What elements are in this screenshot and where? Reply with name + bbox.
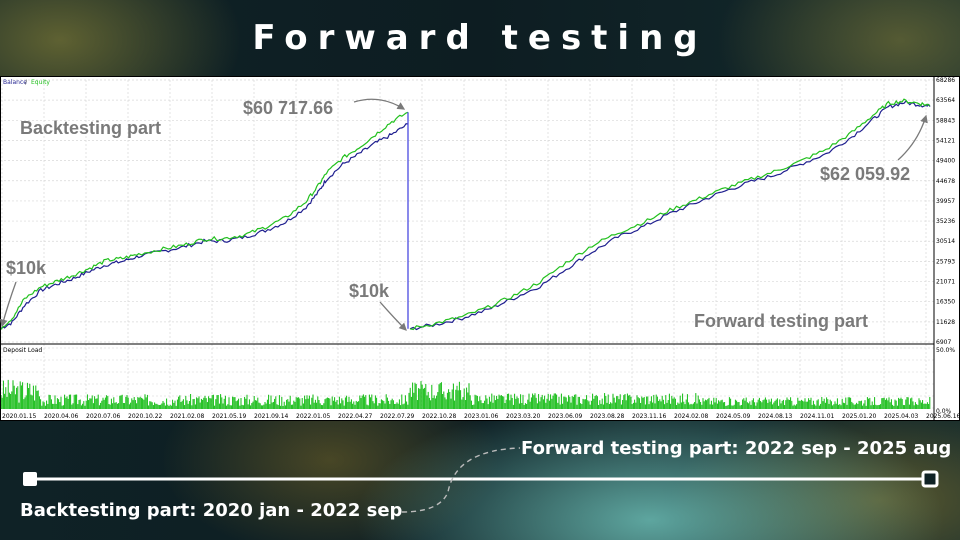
page-title: Forward testing <box>252 18 708 58</box>
timeline-start-handle[interactable] <box>23 472 37 486</box>
x-tick-label: 2024.08.13 <box>758 413 793 420</box>
legend: Balance / Equity <box>3 79 50 86</box>
annotation-start-2: $10k <box>349 281 390 301</box>
chart-panel: 68286 63564 58843 54121 49400 44678 39957 35236… <box>0 76 960 425</box>
y-tick-label: 49400 <box>936 158 955 165</box>
backtest-period-label: Backtesting part: 2020 jan - 2022 sep <box>20 500 403 521</box>
y-tick-label: 63564 <box>936 97 955 104</box>
arrow-final <box>897 114 928 161</box>
annotation-start-1: $10k <box>6 258 47 278</box>
series-lines <box>0 98 931 331</box>
x-tick-label: 2021.02.08 <box>170 413 205 420</box>
annotation-backtesting-part: Backtesting part <box>20 118 161 138</box>
forward-period-label: Forward testing part: 2022 sep - 2025 au… <box>521 438 952 459</box>
legend-balance: Balance <box>3 79 27 86</box>
x-tick-label: 2020.04.06 <box>44 413 79 420</box>
equity-line <box>409 98 931 331</box>
deposit-load-bars <box>0 379 931 409</box>
x-tick-label: 2022.04.27 <box>338 413 373 420</box>
y-tick-label: 6907 <box>936 339 951 346</box>
y-tick-label: 54121 <box>936 137 955 144</box>
y-tick-label: 58843 <box>936 117 955 124</box>
balance-line <box>409 100 931 331</box>
deposit-load-tick-max: 50.0% <box>936 347 955 354</box>
y-tick-label: 25793 <box>936 258 955 265</box>
annotation-final: $62 059.92 <box>820 164 910 184</box>
arrow-start-1 <box>0 281 17 328</box>
deposit-load-label: Deposit Load <box>3 347 42 354</box>
x-tick-label: 2020.07.06 <box>86 413 121 420</box>
y-tick-label: 35236 <box>936 218 955 225</box>
x-tick-label: 2024.11.01 <box>800 413 835 420</box>
x-tick-label: 2022.10.28 <box>422 413 457 420</box>
x-tick-label: 2020.01.15 <box>2 413 37 420</box>
x-tick-label: 2023.01.06 <box>464 413 499 420</box>
x-tick-label: 2023.03.20 <box>506 413 541 420</box>
timeline-end-handle[interactable] <box>921 470 939 488</box>
legend-separator: / <box>25 79 28 86</box>
legend-equity: Equity <box>31 79 50 86</box>
x-tick-label: 2023.06.09 <box>548 413 583 420</box>
annotation-forward-testing-part: Forward testing part <box>694 311 868 331</box>
x-tick-label: 2021.09.14 <box>254 413 289 420</box>
x-tick-label: 2023.11.16 <box>632 413 667 420</box>
x-tick-label: 2025.06.16 <box>926 413 960 420</box>
x-tick-label: 2025.04.03 <box>884 413 919 420</box>
grid-lines <box>0 79 934 409</box>
timeline <box>23 447 939 513</box>
y-tick-label: 30514 <box>936 238 955 245</box>
x-tick-label: 2024.02.08 <box>674 413 709 420</box>
y-tick-label: 39957 <box>936 198 955 205</box>
balance-line <box>0 123 409 330</box>
deposit-load-tick-min: 0.0% <box>936 408 952 415</box>
x-tick-label: 2021.05.19 <box>212 413 247 420</box>
y-tick-label: 16350 <box>936 299 955 306</box>
arrow-start-2 <box>379 301 407 331</box>
y-tick-label: 44678 <box>936 178 955 185</box>
x-tick-label: 2022.07.29 <box>380 413 415 420</box>
arrow-peak <box>353 98 406 110</box>
x-axis: 2020.01.15 2020.04.06 2020.07.06 2020.10.22… <box>2 413 960 420</box>
timeline-connector <box>401 447 521 513</box>
x-tick-label: 2024.05.09 <box>716 413 751 420</box>
y-tick-label: 68286 <box>936 77 955 84</box>
y-tick-label: 11628 <box>936 319 955 326</box>
annotation-peak: $60 717.66 <box>243 98 333 118</box>
y-tick-label: 21071 <box>936 279 955 286</box>
x-tick-label: 2022.01.05 <box>296 413 331 420</box>
x-tick-label: 2023.08.28 <box>590 413 625 420</box>
equity-line <box>0 111 409 330</box>
y-axis: 68286 63564 58843 54121 49400 44678 39957 35236… <box>936 77 955 346</box>
equity-chart: 68286 63564 58843 54121 49400 44678 39957 35236… <box>0 76 960 421</box>
x-tick-label: 2025.01.20 <box>842 413 877 420</box>
x-tick-label: 2020.10.22 <box>128 413 163 420</box>
